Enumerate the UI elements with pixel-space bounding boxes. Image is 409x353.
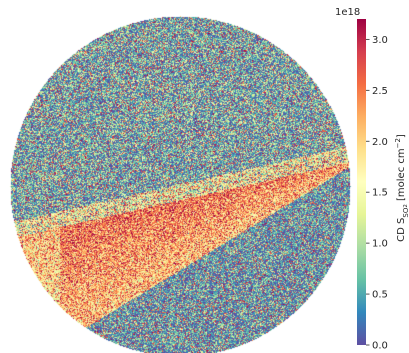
colorbar-tick-label: 0.5 — [372, 290, 388, 301]
colorbar-label: CD SSO2 [molec cm−2] — [394, 134, 409, 242]
colorbar-offset-text: 1e18 — [335, 7, 360, 18]
colorbar-tick-label: 1.5 — [372, 188, 388, 199]
colorbar-ticks: 0.0 0.5 1.0 1.5 2.0 2.5 3.0 — [366, 35, 388, 352]
colorbar-tick-label: 2.5 — [372, 86, 388, 97]
colorbar — [357, 19, 366, 345]
colorbar-tick-label: 2.0 — [372, 137, 388, 148]
colorbar-tick-label: 0.0 — [372, 341, 388, 352]
colorbar-tick-label: 3.0 — [372, 35, 388, 46]
colorbar-tick-label: 1.0 — [372, 239, 388, 250]
